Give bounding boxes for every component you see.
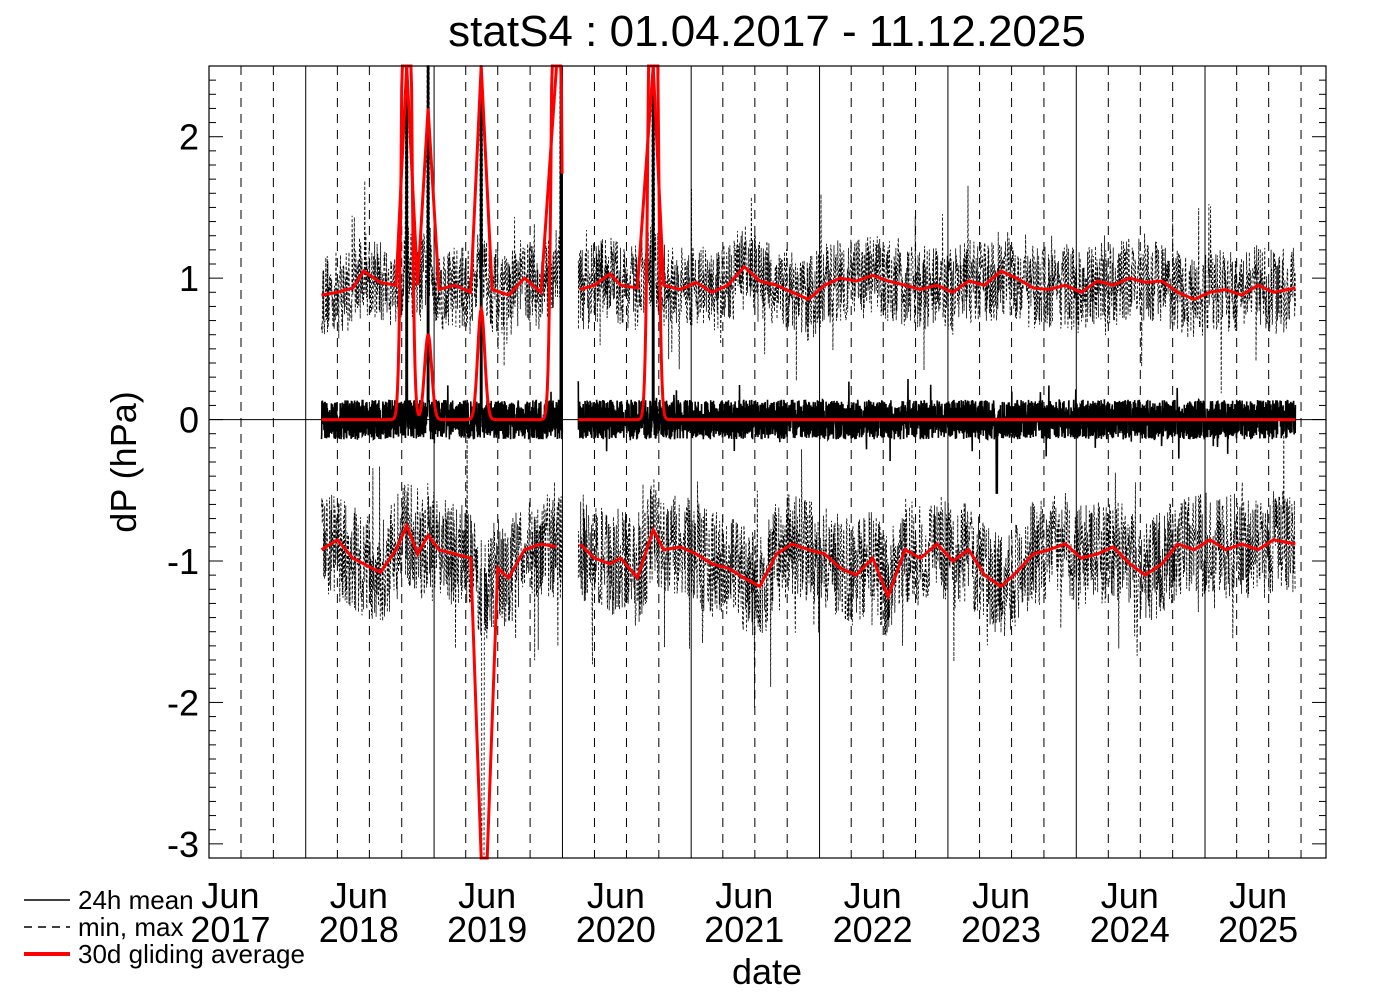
vertical-grid (240, 66, 1302, 858)
x-tick-month: Jun (1229, 875, 1287, 916)
y-tick-label: 1 (179, 258, 199, 299)
x-tick-year: 2021 (704, 909, 784, 950)
y-axis-ticks: 2 1 0 -1 -2 -3 (167, 79, 1326, 865)
avg-min-line (320, 521, 1296, 860)
y-tick-label: 0 (179, 400, 199, 441)
x-tick-month: Jun (458, 875, 516, 916)
x-tick-month: Jun (1101, 875, 1159, 916)
x-tick-year: 2019 (447, 909, 527, 950)
x-tick-year: 2020 (576, 909, 656, 950)
y-tick-label: 2 (179, 117, 199, 158)
x-tick-year: 2023 (961, 909, 1041, 950)
x-tick-year: 2024 (1090, 909, 1170, 950)
legend-label: 30d gliding average (78, 939, 305, 969)
y-axis-label: dP (hPa) (103, 391, 144, 532)
x-tick-month: Jun (330, 875, 388, 916)
plot-frame (208, 65, 1327, 859)
gliding-average-series (320, 64, 1296, 860)
min-max-series (321, 65, 1296, 859)
y-tick-label: -2 (167, 682, 199, 723)
x-tick-year: 2017 (190, 909, 270, 950)
x-axis-ticks: Jun2017Jun2018Jun2019Jun2020Jun2021Jun20… (190, 875, 1298, 950)
y-tick-label: -3 (167, 824, 199, 865)
x-tick-month: Jun (844, 875, 902, 916)
x-tick-month: Jun (587, 875, 645, 916)
avg-max-line (321, 65, 1296, 302)
x-tick-month: Jun (972, 875, 1030, 916)
x-tick-month: Jun (715, 875, 773, 916)
x-axis-label: date (732, 951, 802, 992)
avg-mean-line (321, 64, 1296, 422)
chart-title: statS4 : 01.04.2017 - 11.12.2025 (448, 7, 1086, 56)
legend-label: 24h mean (78, 885, 194, 915)
x-tick-year: 2022 (833, 909, 913, 950)
legend-label: min, max (78, 912, 183, 942)
x-tick-year: 2025 (1218, 909, 1298, 950)
x-tick-month: Jun (201, 875, 259, 916)
min-line (321, 412, 1296, 859)
max-line (321, 65, 1296, 394)
y-tick-label: -1 (167, 541, 199, 582)
x-tick-year: 2018 (319, 909, 399, 950)
